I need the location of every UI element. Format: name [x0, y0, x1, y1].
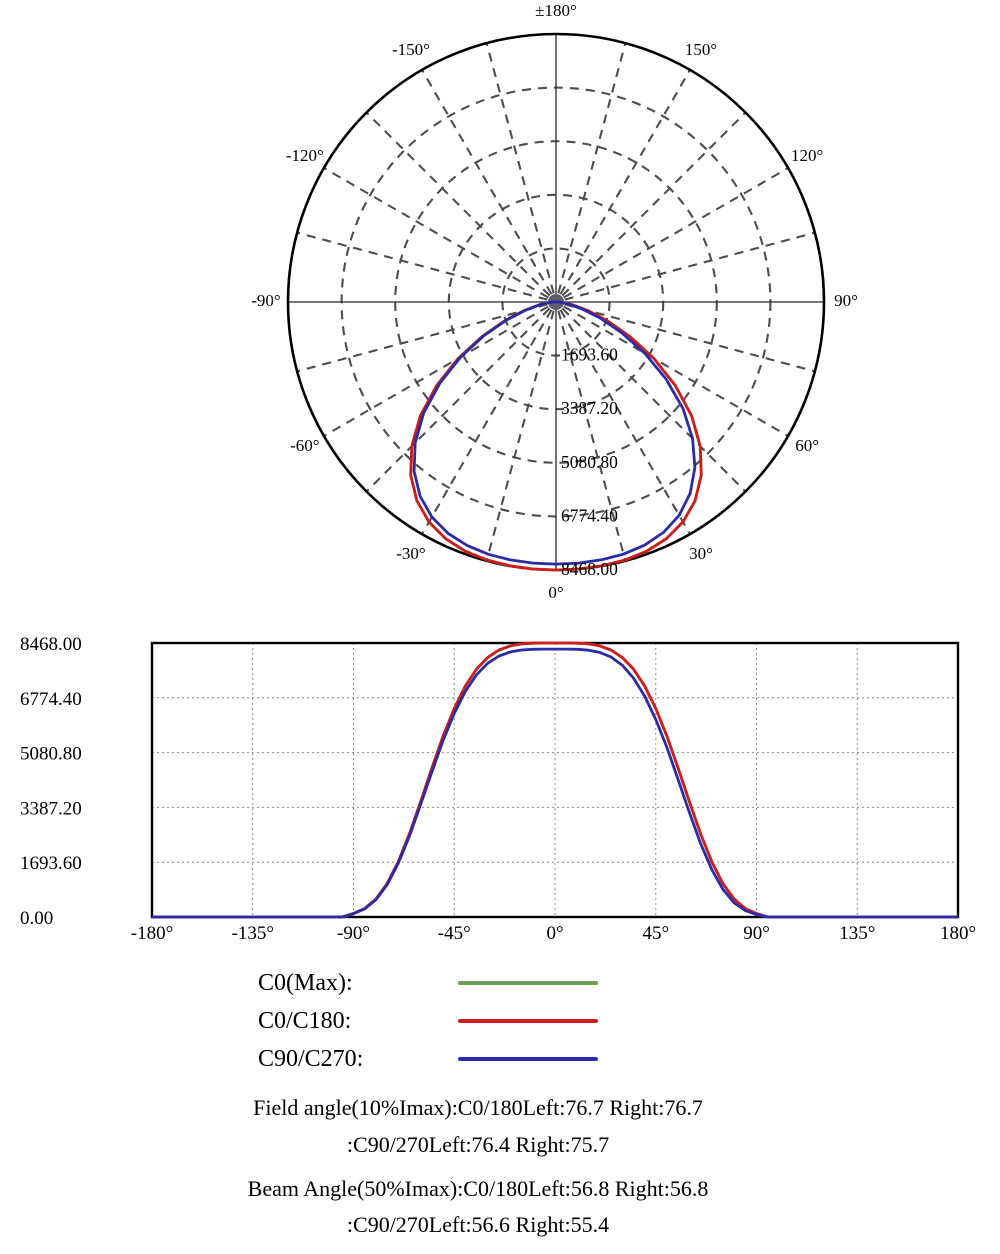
- polar-grid-spoke: [559, 69, 691, 295]
- polar-grid-spoke: [564, 303, 816, 373]
- legend-item-c0-max: C0(Max):: [258, 966, 618, 1004]
- polar-grid-spoke: [561, 111, 747, 297]
- cart-x-tick-label: -135°: [232, 923, 274, 944]
- polar-angle-label: -120°: [286, 146, 324, 165]
- polar-radial-label: 3387.20: [561, 398, 618, 418]
- polar-grid-spoke: [561, 307, 747, 493]
- polar-angle-label: 90°: [834, 291, 858, 310]
- cart-curve-c90-c270: [152, 647, 958, 919]
- polar-angle-label: 60°: [795, 436, 819, 455]
- polar-grid-spoke: [485, 310, 555, 562]
- polar-angle-label: -30°: [396, 544, 425, 563]
- polar-curve-c90-c270: [412, 300, 697, 566]
- polar-grid-spoke: [557, 42, 627, 294]
- polar-angle-label: 120°: [791, 146, 823, 165]
- cart-x-tick-label: 180°: [940, 923, 976, 944]
- cart-y-tick-label: 0.00: [20, 908, 53, 929]
- cart-x-tick-label: 135°: [839, 923, 875, 944]
- legend-label: C0/C180:: [258, 1008, 352, 1034]
- legend-swatch: [458, 1057, 598, 1061]
- polar-grid-spoke: [365, 307, 551, 493]
- polar-radial-label: 5080.80: [561, 452, 618, 472]
- cart-x-tick-label: -180°: [131, 923, 173, 944]
- polar-angle-label: 150°: [685, 40, 717, 59]
- legend-label: C90/C270:: [258, 1046, 364, 1072]
- polar-angle-label: 0°: [548, 583, 563, 602]
- polar-grid-spoke: [421, 69, 553, 295]
- polar-radial-label: 6774.40: [561, 505, 618, 525]
- cart-x-tick-label: 0°: [546, 923, 563, 944]
- intensity-line-chart: -180° -135° -90° -45° 0° 45° 90° 135° 180° 0.00 16…: [0, 625, 1000, 970]
- legend: C0(Max): C0/C180: C90/C270:: [258, 966, 618, 1080]
- polar-angle-label: -90°: [251, 291, 280, 310]
- beam-angle-c90-line: :C90/270Left:56.6 Right:55.4: [346, 1212, 610, 1237]
- polar-radial-label: 1693.60: [561, 345, 618, 365]
- polar-grid-spoke: [563, 305, 789, 437]
- polar-angle-label: -60°: [290, 436, 319, 455]
- polar-angle-label: ±180°: [535, 1, 577, 20]
- beam-angle-c0-line: Beam Angle(50%Imax):C0/180Left:56.8 Righ…: [247, 1176, 709, 1201]
- legend-swatch: [458, 981, 598, 985]
- polar-grid-spoke: [564, 231, 816, 301]
- cart-y-tick-label: 3387.20: [20, 798, 82, 819]
- polar-grid-spoke: [563, 167, 789, 299]
- polar-grid-spoke: [557, 310, 627, 562]
- polar-angle-label: -150°: [392, 40, 430, 59]
- cart-y-tick-label: 5080.80: [20, 744, 82, 765]
- legend-item-c0-c180: C0/C180:: [258, 1004, 618, 1042]
- field-angle-c90-line: :C90/270Left:76.4 Right:75.7: [346, 1132, 610, 1157]
- polar-grid-spoke: [421, 309, 553, 535]
- polar-grid-spoke: [323, 167, 549, 299]
- polar-grid-spoke: [323, 305, 549, 437]
- legend-item-c90-c270: C90/C270:: [258, 1042, 618, 1080]
- angle-notes: Field angle(10%Imax):C0/180Left:76.7 Rig…: [0, 1094, 978, 1238]
- cart-y-tick-label: 8468.00: [20, 634, 82, 655]
- cart-x-tick-label: 90°: [743, 923, 770, 944]
- polar-radial-label: 8468.00: [561, 559, 618, 579]
- legend-label: C0(Max):: [258, 970, 353, 996]
- cart-x-tick-label: -90°: [337, 923, 370, 944]
- cart-y-tick-label: 1693.60: [20, 853, 82, 874]
- polar-chart-canvas: ±180° -150° 150° -120° 120° -90° 90° -60° 60° -30…: [251, 1, 858, 602]
- line-chart-canvas: -180° -135° -90° -45° 0° 45° 90° 135° 180° 0.00 16…: [20, 634, 976, 944]
- cart-x-tick-label: 45°: [642, 923, 669, 944]
- polar-angle-label: 30°: [689, 544, 713, 563]
- field-angle-c0-line: Field angle(10%Imax):C0/180Left:76.7 Rig…: [253, 1095, 703, 1120]
- cart-y-tick-label: 6774.40: [20, 689, 82, 710]
- polar-grid-spoke: [559, 309, 691, 535]
- polar-distribution-chart: ±180° -150° 150° -120° 120° -90° 90° -60° 60° -30…: [0, 0, 1000, 625]
- polar-grid-spoke: [296, 231, 548, 301]
- polar-grid-spoke: [296, 303, 548, 373]
- legend-swatch: [458, 1019, 598, 1023]
- polar-grid-spoke: [365, 111, 551, 297]
- polar-grid-spoke: [485, 42, 555, 294]
- cart-x-tick-label: -45°: [438, 923, 471, 944]
